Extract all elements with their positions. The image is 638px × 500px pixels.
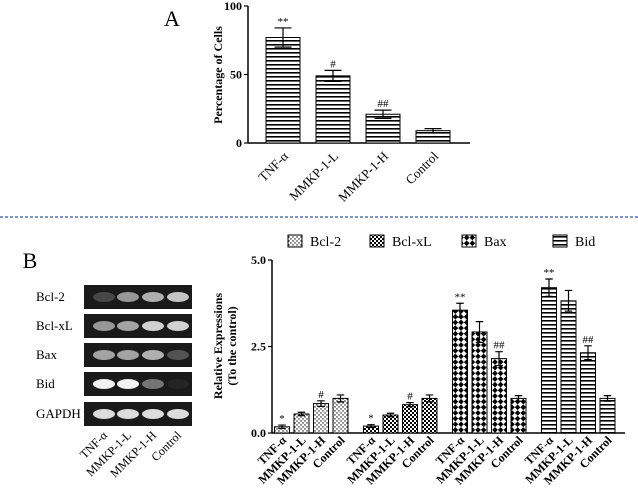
legend-label: Bcl-2 — [310, 235, 341, 250]
gel-band — [167, 321, 189, 331]
error-bar — [324, 69, 342, 82]
gel-band — [142, 321, 164, 331]
error-bar — [545, 278, 553, 297]
x-tick-label: Control — [402, 148, 441, 187]
error-bar — [374, 109, 392, 119]
error-bar — [406, 401, 414, 408]
gel-band — [167, 292, 189, 302]
gel-band — [93, 409, 115, 419]
bar — [315, 75, 351, 144]
error-bar — [564, 289, 573, 312]
legend-label: Bax — [484, 235, 507, 250]
gel-band — [93, 379, 115, 389]
y-tick-label: 100 — [224, 0, 242, 13]
bar — [293, 413, 310, 434]
gel-row-label: Bcl-xL — [36, 318, 73, 333]
gel-band — [167, 409, 189, 419]
legend-swatch — [369, 234, 385, 248]
gel-band — [117, 409, 139, 419]
bar — [421, 397, 438, 434]
error-bar — [456, 302, 464, 318]
y-tick-label: 0 — [236, 136, 242, 150]
legend-swatch — [552, 234, 568, 248]
gel-row-label: Bid — [36, 376, 55, 391]
gel-row-label: GAPDH — [36, 406, 81, 421]
y-axis-label-line: Relative Expressions — [211, 293, 225, 399]
annotation: ** — [278, 16, 289, 28]
gel-band — [167, 379, 189, 389]
bar — [599, 397, 616, 434]
gel-band — [117, 292, 139, 302]
bar — [541, 287, 557, 434]
y-axis-label-line: (To the control) — [225, 306, 239, 385]
gel-band — [93, 321, 115, 331]
error-bar — [367, 424, 375, 429]
error-bar — [336, 394, 345, 403]
gel-band — [142, 409, 164, 419]
bar — [580, 352, 596, 434]
legend-swatch — [287, 234, 303, 248]
bar — [313, 403, 329, 434]
error-bar — [386, 412, 395, 418]
x-tick-label: MMKP-1-L — [286, 148, 341, 203]
bar — [402, 404, 418, 434]
gel-band — [93, 292, 115, 302]
bar — [265, 37, 301, 144]
x-tick-label: TNF-α — [255, 148, 291, 184]
annotation: ## — [494, 340, 506, 352]
gel-image — [84, 285, 192, 426]
gel-band — [142, 379, 164, 389]
y-tick-label: 0.0 — [251, 426, 266, 440]
gel-band — [142, 350, 164, 360]
error-bar — [475, 320, 484, 343]
bar — [382, 414, 399, 434]
bar — [491, 358, 507, 434]
bar — [560, 300, 577, 434]
gel-band — [117, 379, 139, 389]
x-tick-label: MMKP-1-H — [335, 149, 391, 205]
legend-swatch — [461, 234, 477, 248]
error-bar — [425, 394, 434, 403]
panel-label: A — [164, 6, 180, 31]
error-bar — [514, 395, 523, 402]
annotation: ## — [378, 98, 390, 110]
y-axis-label: Relative Expressions(To the control) — [211, 293, 239, 399]
y-tick-label: 5.0 — [251, 253, 266, 267]
legend-label: Bid — [575, 235, 595, 250]
y-axis-label: Percentage of Cells — [211, 26, 225, 124]
bar — [471, 331, 488, 434]
error-bar — [495, 351, 503, 367]
gel-band — [142, 292, 164, 302]
y-tick-label: 2.5 — [251, 340, 266, 354]
error-bar — [274, 27, 292, 48]
annotation: * — [368, 413, 374, 425]
annotation: # — [407, 391, 413, 403]
error-bar — [317, 400, 325, 407]
y-tick-label: 50 — [230, 68, 242, 82]
gel-band — [167, 350, 189, 360]
gel-band — [117, 350, 139, 360]
error-bar — [584, 345, 592, 361]
panel-label: B — [23, 248, 38, 273]
error-bar — [278, 424, 286, 430]
gel-band — [93, 350, 115, 360]
bar — [452, 309, 468, 434]
gel-band — [117, 321, 139, 331]
annotation: ** — [544, 267, 555, 279]
bar — [510, 397, 527, 434]
error-bar — [603, 395, 612, 402]
annotation: ** — [455, 291, 466, 303]
legend-label: Bcl-xL — [392, 235, 432, 250]
error-bar — [424, 128, 442, 134]
gel-row-label: Bcl-2 — [36, 289, 65, 304]
annotation: # — [318, 389, 324, 401]
annotation: * — [279, 413, 285, 425]
bar — [332, 397, 349, 434]
gel-row-label: Bax — [36, 347, 57, 362]
error-bar — [297, 411, 306, 417]
annotation: # — [330, 58, 336, 70]
annotation: ## — [583, 334, 595, 346]
